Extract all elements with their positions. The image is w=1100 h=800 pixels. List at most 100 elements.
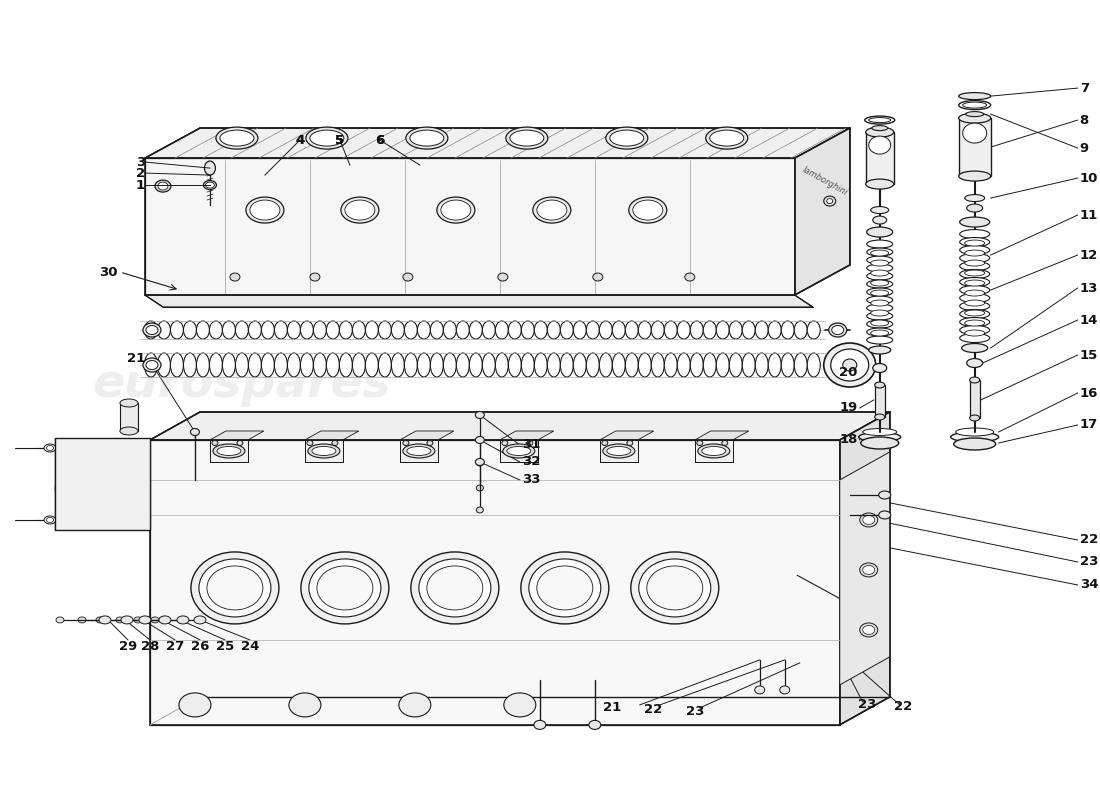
Ellipse shape xyxy=(869,136,891,154)
Ellipse shape xyxy=(703,321,716,339)
Text: 23: 23 xyxy=(685,706,704,718)
Ellipse shape xyxy=(443,321,456,339)
Text: 16: 16 xyxy=(1080,386,1098,399)
Ellipse shape xyxy=(965,270,985,276)
Ellipse shape xyxy=(250,200,279,220)
Ellipse shape xyxy=(417,321,430,339)
Ellipse shape xyxy=(427,566,483,610)
Ellipse shape xyxy=(970,377,980,383)
Ellipse shape xyxy=(217,446,241,455)
Ellipse shape xyxy=(959,278,990,286)
Ellipse shape xyxy=(537,566,593,610)
Ellipse shape xyxy=(871,320,889,326)
Ellipse shape xyxy=(639,559,711,617)
Text: 4: 4 xyxy=(295,134,305,146)
Ellipse shape xyxy=(151,617,158,623)
Ellipse shape xyxy=(64,444,76,452)
Ellipse shape xyxy=(651,353,664,377)
Ellipse shape xyxy=(860,513,878,527)
Ellipse shape xyxy=(867,227,893,237)
Ellipse shape xyxy=(475,411,484,418)
Ellipse shape xyxy=(405,321,417,339)
Ellipse shape xyxy=(867,296,893,304)
Ellipse shape xyxy=(954,438,996,450)
Ellipse shape xyxy=(965,194,985,202)
Ellipse shape xyxy=(209,321,222,339)
Ellipse shape xyxy=(99,616,111,624)
Ellipse shape xyxy=(959,294,990,302)
Ellipse shape xyxy=(625,321,638,339)
Ellipse shape xyxy=(274,353,287,377)
Ellipse shape xyxy=(869,346,891,354)
Ellipse shape xyxy=(199,559,271,617)
Ellipse shape xyxy=(756,321,768,339)
Ellipse shape xyxy=(534,720,546,730)
Ellipse shape xyxy=(860,437,899,449)
Ellipse shape xyxy=(327,321,340,339)
Ellipse shape xyxy=(729,353,743,377)
Text: 26: 26 xyxy=(190,640,209,653)
Ellipse shape xyxy=(959,217,990,227)
Ellipse shape xyxy=(403,444,434,458)
Text: 22: 22 xyxy=(1080,534,1098,546)
Ellipse shape xyxy=(871,270,889,276)
Ellipse shape xyxy=(66,518,74,522)
Ellipse shape xyxy=(573,321,586,339)
Ellipse shape xyxy=(495,353,508,377)
Ellipse shape xyxy=(170,321,184,339)
Ellipse shape xyxy=(365,321,378,339)
Ellipse shape xyxy=(144,321,157,339)
Ellipse shape xyxy=(950,432,999,442)
Ellipse shape xyxy=(470,353,482,377)
Ellipse shape xyxy=(638,321,651,339)
Ellipse shape xyxy=(843,359,857,371)
Ellipse shape xyxy=(78,617,86,623)
Ellipse shape xyxy=(867,336,893,344)
Ellipse shape xyxy=(867,280,893,288)
Text: 6: 6 xyxy=(375,134,385,146)
Text: 22: 22 xyxy=(893,701,912,714)
Ellipse shape xyxy=(441,200,471,220)
Ellipse shape xyxy=(222,353,235,377)
Ellipse shape xyxy=(716,353,729,377)
Ellipse shape xyxy=(807,353,821,377)
Ellipse shape xyxy=(867,304,893,312)
Ellipse shape xyxy=(235,353,249,377)
Ellipse shape xyxy=(807,321,821,339)
Ellipse shape xyxy=(722,441,728,446)
Text: 33: 33 xyxy=(521,474,540,486)
Ellipse shape xyxy=(602,441,608,446)
Ellipse shape xyxy=(406,127,448,149)
Ellipse shape xyxy=(57,444,67,452)
Ellipse shape xyxy=(482,353,495,377)
Ellipse shape xyxy=(860,563,878,577)
Ellipse shape xyxy=(495,321,508,339)
Ellipse shape xyxy=(859,433,901,442)
Text: 9: 9 xyxy=(1080,142,1089,154)
Ellipse shape xyxy=(696,441,703,446)
Text: 34: 34 xyxy=(1080,578,1098,591)
Ellipse shape xyxy=(607,446,630,455)
Ellipse shape xyxy=(871,290,889,296)
Ellipse shape xyxy=(613,353,625,377)
Text: 19: 19 xyxy=(839,402,858,414)
Ellipse shape xyxy=(959,254,990,262)
Ellipse shape xyxy=(867,240,893,248)
Ellipse shape xyxy=(143,323,161,337)
Ellipse shape xyxy=(197,321,209,339)
Ellipse shape xyxy=(742,321,756,339)
Text: 5: 5 xyxy=(336,134,344,146)
Ellipse shape xyxy=(625,353,638,377)
Ellipse shape xyxy=(249,321,262,339)
Polygon shape xyxy=(839,412,890,725)
Ellipse shape xyxy=(392,321,405,339)
Polygon shape xyxy=(600,440,638,462)
Ellipse shape xyxy=(827,198,833,203)
Text: 11: 11 xyxy=(1080,209,1098,222)
Ellipse shape xyxy=(959,286,990,294)
Ellipse shape xyxy=(475,458,484,466)
Ellipse shape xyxy=(965,290,985,296)
Ellipse shape xyxy=(862,566,874,574)
Ellipse shape xyxy=(768,353,781,377)
Ellipse shape xyxy=(685,273,695,281)
